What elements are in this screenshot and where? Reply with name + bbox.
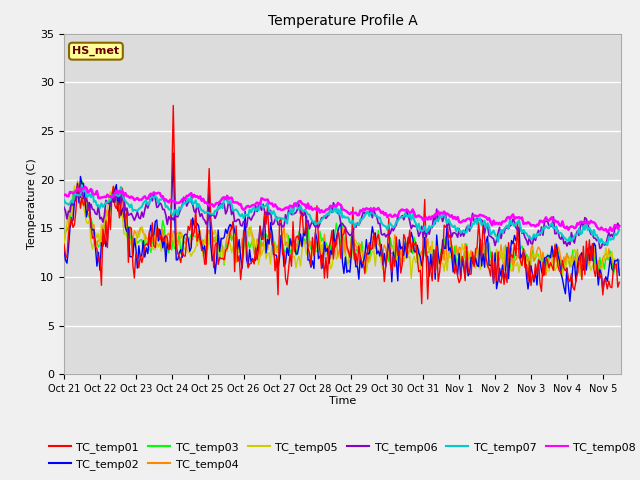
TC_temp06: [249, 214, 257, 219]
TC_temp04: [607, 256, 614, 262]
TC_temp05: [249, 243, 257, 249]
TC_temp01: [344, 248, 352, 254]
Line: TC_temp03: TC_temp03: [64, 181, 620, 274]
TC_temp06: [607, 233, 614, 239]
TC_temp06: [344, 231, 352, 237]
TC_temp01: [249, 257, 257, 263]
TC_temp08: [132, 196, 140, 202]
TC_temp04: [153, 225, 161, 230]
TC_temp04: [344, 251, 352, 256]
TC_temp08: [60, 192, 68, 198]
Title: Temperature Profile A: Temperature Profile A: [268, 14, 417, 28]
Legend: TC_temp01, TC_temp02, TC_temp03, TC_temp04, TC_temp05, TC_temp06, TC_temp07, TC_: TC_temp01, TC_temp02, TC_temp03, TC_temp…: [44, 438, 640, 474]
TC_temp03: [132, 235, 140, 241]
TC_temp08: [344, 210, 352, 216]
Y-axis label: Temperature (C): Temperature (C): [28, 158, 37, 250]
TC_temp08: [153, 191, 161, 196]
TC_temp04: [60, 241, 68, 247]
TC_temp05: [470, 263, 478, 269]
TC_temp07: [616, 227, 623, 232]
TC_temp05: [153, 240, 161, 245]
TC_temp08: [604, 229, 611, 235]
TC_temp08: [81, 184, 89, 190]
TC_temp06: [616, 224, 623, 229]
TC_temp01: [470, 264, 478, 269]
TC_temp01: [60, 241, 68, 247]
Line: TC_temp02: TC_temp02: [64, 153, 620, 301]
TC_temp05: [616, 269, 623, 275]
TC_temp08: [616, 223, 623, 229]
TC_temp04: [542, 273, 550, 278]
TC_temp03: [468, 257, 476, 263]
Line: TC_temp06: TC_temp06: [64, 188, 620, 249]
TC_temp07: [132, 207, 140, 213]
Line: TC_temp04: TC_temp04: [64, 181, 620, 276]
TC_temp01: [607, 284, 614, 290]
TC_temp03: [78, 178, 86, 184]
TC_temp02: [60, 248, 68, 253]
TC_temp02: [566, 299, 573, 304]
TC_temp02: [170, 150, 177, 156]
TC_temp06: [78, 185, 86, 191]
TC_temp05: [60, 241, 68, 247]
TC_temp06: [60, 204, 68, 210]
TC_temp03: [344, 257, 352, 263]
TC_temp07: [604, 242, 611, 248]
TC_temp01: [131, 275, 138, 281]
TC_temp02: [616, 272, 623, 278]
TC_temp04: [616, 266, 623, 272]
TC_temp08: [249, 202, 257, 208]
TC_temp07: [78, 183, 86, 189]
TC_temp02: [152, 218, 159, 224]
TC_temp04: [468, 260, 476, 266]
TC_temp03: [616, 257, 623, 263]
TC_temp07: [249, 206, 257, 212]
TC_temp03: [605, 257, 612, 263]
TC_temp02: [468, 260, 476, 265]
TC_temp03: [609, 271, 617, 277]
TC_temp01: [152, 245, 159, 251]
Line: TC_temp01: TC_temp01: [64, 106, 620, 304]
TC_temp08: [468, 214, 476, 219]
TC_temp01: [616, 279, 623, 285]
Line: TC_temp05: TC_temp05: [64, 186, 620, 278]
Text: HS_met: HS_met: [72, 46, 120, 56]
Line: TC_temp08: TC_temp08: [64, 187, 620, 232]
TC_temp07: [468, 221, 476, 227]
TC_temp03: [60, 230, 68, 236]
TC_temp05: [607, 260, 614, 265]
TC_temp04: [74, 178, 81, 184]
TC_temp07: [153, 195, 161, 201]
TC_temp07: [607, 237, 614, 243]
TC_temp06: [153, 204, 161, 210]
TC_temp02: [607, 254, 614, 260]
TC_temp05: [344, 257, 352, 263]
TC_temp05: [132, 244, 140, 250]
TC_temp06: [596, 246, 604, 252]
TC_temp03: [153, 233, 161, 239]
TC_temp06: [468, 210, 476, 216]
TC_temp03: [249, 238, 257, 243]
TC_temp01: [170, 103, 177, 108]
TC_temp07: [60, 197, 68, 203]
TC_temp02: [249, 256, 257, 262]
X-axis label: Time: Time: [329, 396, 356, 406]
TC_temp07: [344, 215, 352, 221]
TC_temp05: [408, 276, 415, 281]
TC_temp02: [344, 267, 352, 273]
TC_temp08: [607, 225, 614, 230]
TC_temp01: [418, 301, 426, 307]
TC_temp04: [132, 230, 140, 236]
TC_temp06: [132, 214, 140, 220]
Line: TC_temp07: TC_temp07: [64, 186, 620, 245]
TC_temp05: [70, 183, 78, 189]
TC_temp02: [131, 236, 138, 241]
TC_temp04: [249, 232, 257, 238]
